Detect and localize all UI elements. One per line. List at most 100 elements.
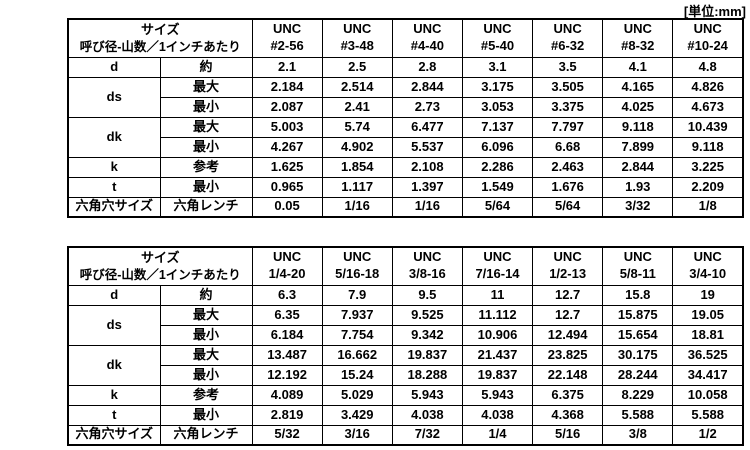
value-cell: 7/32 xyxy=(391,424,463,446)
value-cell: 15.24 xyxy=(321,364,393,386)
row-label-cell: ds xyxy=(67,76,161,118)
thread-standard-label: UNC xyxy=(693,21,722,37)
value-cell: 11 xyxy=(461,284,534,306)
value-cell: 15.8 xyxy=(602,284,674,306)
thread-standard-label: UNC xyxy=(343,21,372,37)
thread-column-header: UNC #3-48 xyxy=(321,18,393,58)
value-cell: 3/32 xyxy=(602,196,674,218)
value-cell: 30.175 xyxy=(602,344,674,366)
thread-size-label: 5/8-11 xyxy=(619,266,656,282)
thread-column-header: UNC 5/16-18 xyxy=(321,246,393,286)
value-cell: 3.375 xyxy=(532,96,604,118)
value-cell: 1/16 xyxy=(391,196,463,218)
table-body: d 約 2.1 2.5 2.8 3.1 3.5 4.1 4.8 ds 最大 2.184 2.514 2.8… xyxy=(67,56,744,218)
table-row: 最小 6.184 7.754 9.342 10.906 12.494 15.654 18.81 xyxy=(68,324,744,346)
value-cell: 6.3 xyxy=(251,284,323,306)
value-cell: 0.965 xyxy=(251,176,323,198)
value-cell: 1/8 xyxy=(672,196,744,218)
value-cell: 7.797 xyxy=(532,116,604,138)
table-body: d 約 6.3 7.9 9.5 11 12.7 15.8 19 ds 最大 6.35 7.937 9.52… xyxy=(67,284,744,446)
value-cell: 1/4 xyxy=(461,424,534,446)
table-row: d 約 2.1 2.5 2.8 3.1 3.5 4.1 4.8 xyxy=(67,56,744,78)
row-label-cell: 六角穴サイズ xyxy=(67,424,161,446)
thread-size-label: #4-40 xyxy=(410,38,444,54)
row-qualifier-cell: 参考 xyxy=(159,156,253,178)
value-cell: 2.73 xyxy=(391,96,463,118)
table-row: t 最小 0.965 1.117 1.397 1.549 1.676 1.93 2.209 xyxy=(67,176,744,198)
value-cell: 6.477 xyxy=(391,116,463,138)
value-cell: 9.525 xyxy=(391,304,463,326)
value-cell: 4.267 xyxy=(251,136,323,158)
value-cell: 7.937 xyxy=(321,304,393,326)
row-label-cell: ds xyxy=(67,304,161,346)
value-cell: 1.93 xyxy=(602,176,674,198)
row-label-cell: t xyxy=(67,404,161,426)
unit-label: [単位:mm] xyxy=(683,4,746,19)
value-cell: 12.7 xyxy=(532,284,604,306)
value-cell: 11.112 xyxy=(461,304,534,326)
value-cell: 2.1 xyxy=(251,56,323,78)
thread-standard-label: UNC xyxy=(483,21,512,37)
table-row: dk 最大 13.487 16.662 19.837 21.437 23.825 30.175… xyxy=(67,344,744,386)
value-cell: 28.244 xyxy=(602,364,674,386)
value-cell: 4.025 xyxy=(602,96,674,118)
value-cell: 2.286 xyxy=(461,156,534,178)
value-cell: 2.184 xyxy=(251,76,323,98)
table-header: サイズ 呼び径-山数／1インチあたり UNC #2-56 UNC #3-48 UNC #4-4… xyxy=(67,18,744,58)
thread-column-header: UNC #4-40 xyxy=(391,18,463,58)
value-cell: 34.417 xyxy=(672,364,744,386)
thread-size-label: #2-56 xyxy=(270,38,304,54)
value-cell: 5.029 xyxy=(321,384,393,406)
value-cell: 12.192 xyxy=(251,364,323,386)
table-row: dk 最大 5.003 5.74 6.477 7.137 7.797 9.118 10.439 xyxy=(67,116,744,158)
table-row: 六角穴サイズ 六角レンチ 5/32 3/16 7/32 1/4 5/16 3/8 1/2 xyxy=(67,424,744,446)
value-cell: 10.906 xyxy=(461,324,534,346)
thread-size-label: 7/16-14 xyxy=(475,266,520,282)
value-cell: 15.654 xyxy=(602,324,674,346)
thread-column-header: UNC #8-32 xyxy=(602,18,674,58)
row-qualifier-cell: 最小 xyxy=(159,324,253,346)
thread-column-header: UNC 1/2-13 xyxy=(532,246,604,286)
value-cell: 1.676 xyxy=(532,176,604,198)
table-row: k 参考 1.625 1.854 2.108 2.286 2.463 2.844 3.225 xyxy=(67,156,744,178)
value-cell: 19.837 xyxy=(461,364,534,386)
value-cell: 19.837 xyxy=(391,344,463,366)
thread-size-label: 3/8-16 xyxy=(408,266,446,282)
value-cell: 5.003 xyxy=(251,116,323,138)
row-qualifier-cell: 最大 xyxy=(159,116,253,138)
table-row: d 約 6.3 7.9 9.5 11 12.7 15.8 19 xyxy=(67,284,744,306)
value-cell: 12.7 xyxy=(532,304,604,326)
value-cell: 3/16 xyxy=(321,424,393,446)
table-row: 最小 2.087 2.41 2.73 3.053 3.375 4.025 4.673 xyxy=(68,96,744,118)
thread-standard-label: UNC xyxy=(272,21,302,37)
value-cell: 10.058 xyxy=(672,384,744,406)
size-header-title: サイズ xyxy=(140,21,180,37)
spec-table-unc-number-sizes: サイズ 呼び径-山数／1インチあたり UNC #2-56 UNC #3-48 UNC #4-4… xyxy=(67,18,744,218)
thread-size-label: 1/4-20 xyxy=(268,266,306,282)
value-cell: 3.5 xyxy=(532,56,604,78)
thread-column-header: UNC #6-32 xyxy=(532,18,604,58)
size-header-title: サイズ xyxy=(140,249,180,265)
value-cell: 2.844 xyxy=(391,76,463,98)
thread-standard-label: UNC xyxy=(413,249,442,265)
value-cell: 5/64 xyxy=(532,196,604,218)
value-cell: 4.8 xyxy=(672,56,744,78)
value-cell: 4.368 xyxy=(532,404,604,426)
value-cell: 18.81 xyxy=(672,324,744,346)
value-cell: 6.184 xyxy=(251,324,323,346)
value-cell: 1.397 xyxy=(391,176,463,198)
value-cell: 3.429 xyxy=(321,404,393,426)
value-cell: 1/16 xyxy=(321,196,393,218)
value-cell: 15.875 xyxy=(602,304,674,326)
row-qualifier-cell: 最小 xyxy=(159,136,253,158)
thread-size-label: #5-40 xyxy=(480,38,515,54)
value-cell: 1/2 xyxy=(672,424,744,446)
thread-size-label: 5/16-18 xyxy=(335,266,380,282)
value-cell: 2.514 xyxy=(321,76,393,98)
header-row: サイズ 呼び径-山数／1インチあたり UNC #2-56 UNC #3-48 UNC #4-4… xyxy=(67,18,744,58)
value-cell: 1.854 xyxy=(321,156,393,178)
thread-column-header: UNC 5/8-11 xyxy=(602,246,674,286)
value-cell: 5.537 xyxy=(391,136,463,158)
value-cell: 4.1 xyxy=(602,56,674,78)
row-label-cell: d xyxy=(67,56,161,78)
